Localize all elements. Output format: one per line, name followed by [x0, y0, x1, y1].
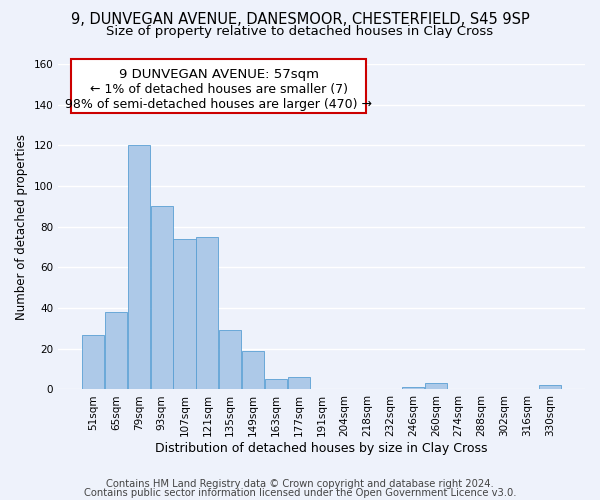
Bar	[128, 146, 150, 390]
Text: Contains public sector information licensed under the Open Government Licence v3: Contains public sector information licen…	[84, 488, 516, 498]
Text: Contains HM Land Registry data © Crown copyright and database right 2024.: Contains HM Land Registry data © Crown c…	[106, 479, 494, 489]
Text: 9, DUNVEGAN AVENUE, DANESMOOR, CHESTERFIELD, S45 9SP: 9, DUNVEGAN AVENUE, DANESMOOR, CHESTERFI…	[71, 12, 529, 28]
Y-axis label: Number of detached properties: Number of detached properties	[15, 134, 28, 320]
Bar	[265, 380, 287, 390]
Text: 9 DUNVEGAN AVENUE: 57sqm: 9 DUNVEGAN AVENUE: 57sqm	[119, 68, 319, 81]
Bar	[425, 384, 447, 390]
Text: Size of property relative to detached houses in Clay Cross: Size of property relative to detached ho…	[106, 25, 494, 38]
Bar	[196, 237, 218, 390]
X-axis label: Distribution of detached houses by size in Clay Cross: Distribution of detached houses by size …	[155, 442, 488, 455]
Text: 98% of semi-detached houses are larger (470) →: 98% of semi-detached houses are larger (…	[65, 98, 373, 111]
FancyBboxPatch shape	[71, 59, 367, 113]
Bar	[105, 312, 127, 390]
Bar	[287, 378, 310, 390]
Bar	[219, 330, 241, 390]
Bar	[151, 206, 173, 390]
Bar	[242, 351, 264, 390]
Bar	[539, 386, 561, 390]
Bar	[173, 239, 196, 390]
Bar	[402, 388, 424, 390]
Bar	[82, 334, 104, 390]
Text: ← 1% of detached houses are smaller (7): ← 1% of detached houses are smaller (7)	[90, 83, 348, 96]
